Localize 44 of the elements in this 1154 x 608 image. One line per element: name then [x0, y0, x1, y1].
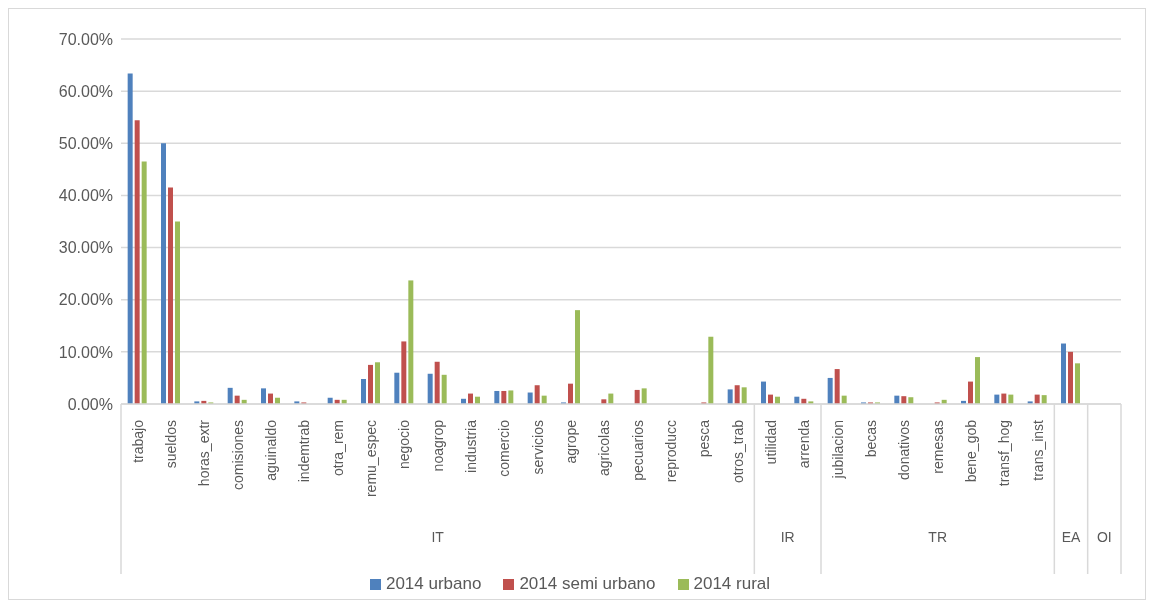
x-tick-label: aguinaldo — [263, 419, 279, 481]
x-tick-label: noagrop — [429, 419, 446, 472]
y-tick-label: 70.00% — [58, 30, 113, 48]
x-tick-label: agrope — [563, 419, 579, 464]
x-tick-label: industria — [463, 419, 479, 473]
x-tick-label: sueldos — [163, 420, 179, 469]
y-tick-label: 60.00% — [58, 82, 113, 100]
y-tick-label: 20.00% — [58, 291, 113, 309]
y-tick-label: 10.00% — [58, 343, 113, 361]
text: IR — [780, 529, 795, 545]
x-tick-label: jubilacion — [829, 420, 846, 480]
x-tick-label: bene_gob — [963, 419, 979, 483]
x-tick-label: horas_extr — [196, 419, 213, 487]
x-tick-label: negocio — [396, 419, 413, 470]
x-tick-label: trabajo — [129, 419, 146, 463]
text: IT — [431, 529, 445, 545]
x-tick-label: pesca — [696, 419, 713, 458]
y-tick-label: 40.00% — [58, 187, 113, 205]
x-tick-label: pecuarios — [629, 420, 646, 481]
text: OI — [1096, 529, 1112, 545]
x-tick-label: remesas — [929, 420, 946, 474]
x-tick-label: remu_espec — [363, 420, 379, 498]
text: EA — [1061, 529, 1081, 545]
x-tick-label: reproducc — [663, 420, 679, 483]
text: TR — [928, 529, 947, 545]
legend-label: 2014 rural — [692, 574, 771, 594]
x-tick-label: becas — [863, 420, 879, 458]
x-tick-label: otros_trab — [729, 419, 746, 484]
x-tick-label: indemtrab — [296, 419, 313, 483]
y-tick-label: 50.00% — [58, 134, 113, 152]
x-tick-label: agricolas — [596, 420, 613, 477]
x-tick-label: transf_hog — [996, 420, 1013, 487]
x-tick-label: comisiones — [229, 420, 246, 491]
x-tick-label: arrenda — [796, 419, 813, 469]
x-tick-label: comercio — [496, 419, 513, 477]
legend-label: 2014 urbano — [384, 574, 482, 594]
y-tick-label: 30.00% — [58, 239, 113, 257]
x-tick-label: trans_inst — [1029, 419, 1046, 481]
x-tick-label: servicios — [529, 420, 546, 475]
x-tick-label: utilidad — [763, 420, 779, 465]
x-tick-label: donativos — [896, 420, 913, 480]
legend-label: 2014 semi urbano — [518, 574, 656, 594]
x-tick-label: otra_rem — [329, 420, 346, 477]
y-tick-label: 0.00% — [67, 395, 113, 413]
